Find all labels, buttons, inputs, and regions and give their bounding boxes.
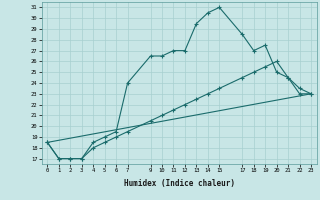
X-axis label: Humidex (Indice chaleur): Humidex (Indice chaleur) (124, 179, 235, 188)
